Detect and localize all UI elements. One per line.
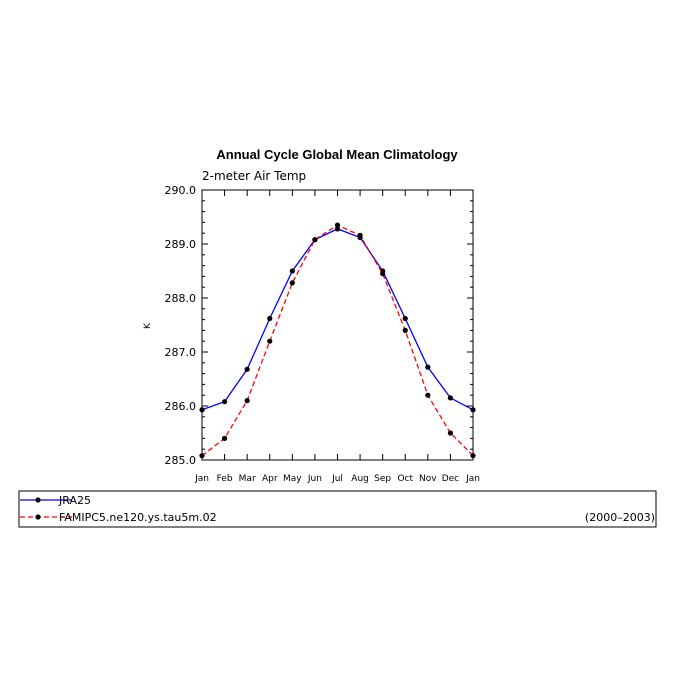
data-point: [199, 407, 205, 413]
legend-label: FAMIPC5.ne120.ys.tau5m.02: [59, 511, 217, 524]
data-point: [267, 338, 273, 344]
y-tick-label: 286.0: [165, 400, 197, 413]
data-point: [221, 399, 228, 405]
chart-subtitle: 2-meter Air Temp: [202, 169, 306, 183]
data-point: [312, 237, 318, 243]
y-tick-label: 288.0: [165, 292, 197, 305]
x-tick-label: Jan: [465, 474, 480, 484]
data-point: [402, 327, 408, 333]
x-tick-label: Jun: [307, 474, 322, 484]
series-group: [199, 222, 476, 459]
data-point: [244, 366, 250, 372]
data-point: [334, 226, 341, 232]
y-tick-label: 287.0: [165, 346, 197, 359]
x-tick-label: Apr: [262, 474, 278, 484]
chart-title: Annual Cycle Global Mean Climatology: [216, 147, 458, 162]
series-line: [201, 224, 474, 457]
data-point: [289, 268, 295, 274]
x-tick-label: Dec: [442, 474, 459, 484]
legend-marker: [35, 497, 41, 503]
axis-ticks: 285.0 286.0 287.0 288.0 289.0 290.0 Jan Feb Mar A…: [165, 184, 480, 484]
x-tick-label: Feb: [217, 474, 233, 484]
data-point: [425, 364, 431, 370]
x-tick-label: Jan: [194, 474, 209, 484]
y-axis-label: K: [143, 322, 153, 329]
legend-box: [18, 490, 657, 528]
data-point: [357, 232, 363, 238]
data-point: [199, 453, 205, 459]
y-tick-label: 289.0: [165, 238, 197, 251]
y-tick-label: 285.0: [165, 454, 197, 467]
x-tick-label: Oct: [397, 474, 413, 484]
legend: JRA25 FAMIPC5.ne120.ys.tau5m.02 (2000–2003…: [18, 490, 657, 528]
data-point: [425, 392, 431, 398]
data-point: [447, 395, 454, 401]
data-point: [267, 315, 273, 322]
legend-label: JRA25: [58, 494, 91, 507]
data-point: [221, 435, 228, 441]
data-point: [380, 271, 386, 277]
x-tick-label: Nov: [419, 474, 437, 484]
x-tick-label: Jul: [331, 474, 343, 484]
x-tick-label: May: [283, 474, 302, 484]
data-point: [447, 430, 454, 436]
legend-marker: [35, 514, 41, 520]
data-point: [402, 315, 408, 322]
x-tick-label: Aug: [351, 474, 369, 484]
data-point: [334, 222, 341, 228]
data-point: [244, 398, 250, 404]
series-line: [201, 228, 474, 411]
y-tick-label: 290.0: [165, 184, 197, 197]
x-tick-label: Sep: [374, 474, 391, 484]
data-point: [289, 280, 295, 286]
data-point: [470, 453, 476, 459]
x-tick-label: Mar: [239, 474, 256, 484]
data-point: [470, 407, 476, 413]
period-label: (2000–2003): [585, 511, 655, 524]
